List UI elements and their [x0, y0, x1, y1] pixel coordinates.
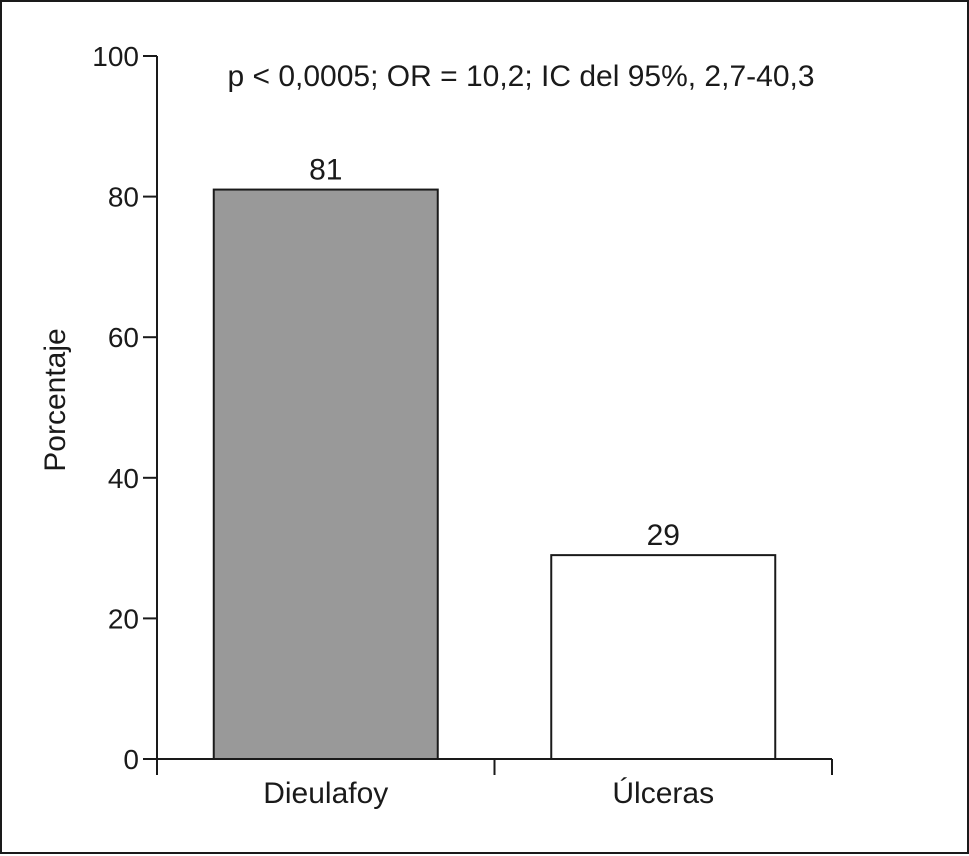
y-tick-label-40: 40	[108, 463, 139, 494]
data-label-úlceras: 29	[647, 519, 680, 552]
x-axis: Dieulafoy Úlceras	[156, 758, 833, 810]
y-axis-ticks: 0 20 40 60 80 100	[92, 41, 157, 775]
category-label-úlceras: Úlceras	[612, 777, 714, 810]
y-tick-label-20: 20	[108, 603, 139, 634]
category-label-dieulafoy: Dieulafoy	[263, 777, 388, 810]
y-tick-label-60: 60	[108, 322, 139, 353]
y-tick-label-100: 100	[92, 41, 139, 72]
statistics-annotation: p < 0,0005; OR = 10,2; IC del 95%, 2,7-4…	[227, 60, 814, 93]
y-tick-label-80: 80	[108, 182, 139, 213]
data-label-dieulafoy: 81	[309, 154, 342, 187]
y-axis-label: Porcentaje	[39, 328, 72, 471]
bar-úlceras	[550, 554, 777, 760]
y-tick-label-0: 0	[123, 744, 139, 775]
bars: 81 29	[212, 154, 777, 760]
bar-dieulafoy	[212, 188, 439, 760]
